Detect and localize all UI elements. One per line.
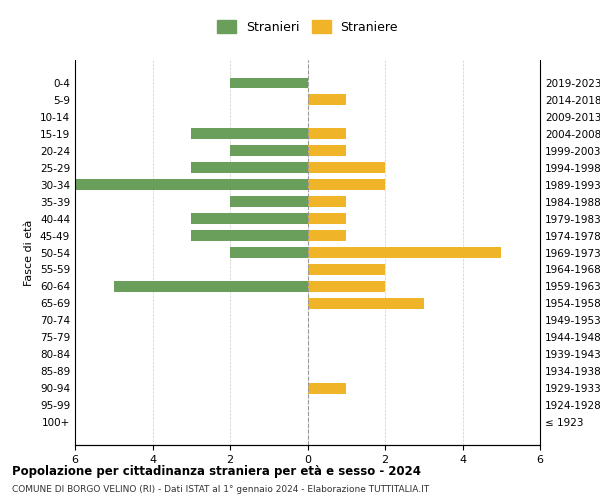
Bar [308, 162, 385, 172]
Y-axis label: Fasce di età: Fasce di età [25, 220, 34, 286]
Bar [308, 298, 424, 308]
Bar [230, 146, 308, 156]
Text: Popolazione per cittadinanza straniera per età e sesso - 2024: Popolazione per cittadinanza straniera p… [12, 465, 421, 478]
Bar [230, 248, 308, 258]
Bar [308, 94, 346, 104]
Legend: Stranieri, Straniere: Stranieri, Straniere [213, 16, 402, 38]
Bar [191, 230, 308, 240]
Bar [114, 282, 308, 292]
Bar [230, 78, 308, 88]
Text: COMUNE DI BORGO VELINO (RI) - Dati ISTAT al 1° gennaio 2024 - Elaborazione TUTTI: COMUNE DI BORGO VELINO (RI) - Dati ISTAT… [12, 485, 429, 494]
Bar [308, 248, 501, 258]
Bar [191, 162, 308, 172]
Bar [308, 264, 385, 274]
Bar [75, 180, 308, 190]
Bar [191, 214, 308, 224]
Bar [308, 146, 346, 156]
Bar [308, 128, 346, 138]
Bar [191, 128, 308, 138]
Bar [308, 196, 346, 206]
Bar [230, 196, 308, 206]
Bar [308, 230, 346, 240]
Bar [308, 214, 346, 224]
Bar [308, 180, 385, 190]
Bar [308, 282, 385, 292]
Bar [308, 384, 346, 394]
